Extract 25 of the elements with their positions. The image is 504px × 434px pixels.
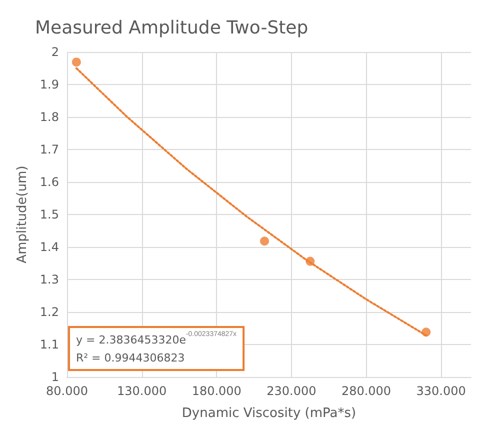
- point: [72, 58, 81, 67]
- y-tick-label: 1: [51, 370, 59, 384]
- point: [422, 328, 431, 337]
- y-tick-label: 1.4: [40, 240, 59, 254]
- y-tick-label: 2: [51, 45, 59, 59]
- x-tick-label: 80.000: [46, 384, 88, 398]
- x-tick-label: 330.000: [416, 384, 466, 398]
- x-axis-title: Dynamic Viscosity (mPa*s): [182, 406, 356, 421]
- x-tick-label: 130.000: [117, 384, 167, 398]
- y-tick-label: 1.7: [40, 142, 59, 156]
- x-tick-label: 280.000: [341, 384, 392, 398]
- y-tick-label: 1.2: [40, 305, 59, 319]
- x-tick-label: 230.000: [266, 384, 316, 398]
- chart-title: Measured Amplitude Two-Step: [35, 18, 308, 38]
- point: [306, 256, 315, 266]
- y-tick-label: 1.9: [40, 78, 59, 92]
- y-tick-label: 1.3: [40, 272, 59, 286]
- y-tick-label: 1.6: [40, 175, 59, 189]
- y-tick-label: 1.5: [40, 208, 59, 222]
- annotation: R² = 0.9944306823: [76, 352, 185, 364]
- y-tick-label: 1.1: [40, 338, 59, 352]
- x-tick-label: 180.000: [192, 384, 242, 398]
- y-axis-title: Amplitude(um): [15, 166, 30, 264]
- point: [260, 236, 270, 246]
- y-tick-label: 1.8: [40, 110, 59, 124]
